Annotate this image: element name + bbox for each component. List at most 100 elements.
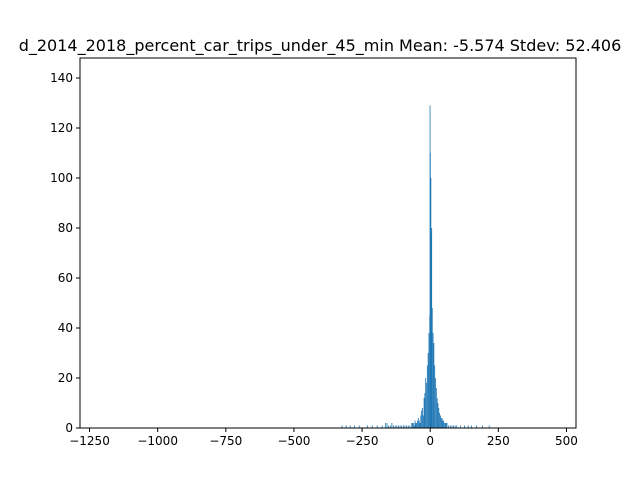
histogram-bar xyxy=(414,420,416,428)
histogram-bar xyxy=(411,423,413,428)
y-tick-label: 40 xyxy=(58,321,73,335)
y-tick-label: 140 xyxy=(50,71,73,85)
histogram-bar xyxy=(437,403,439,428)
histogram-bar xyxy=(434,365,436,428)
y-tick-label: 80 xyxy=(58,221,73,235)
x-tick-label: −750 xyxy=(209,434,242,448)
histogram-bar xyxy=(353,425,355,428)
chart-title: d_2014_2018_percent_car_trips_under_45_m… xyxy=(19,36,622,56)
histogram-bar xyxy=(463,425,465,428)
histogram-bar xyxy=(467,425,469,428)
histogram-bar xyxy=(427,353,429,428)
histogram-bar xyxy=(453,425,454,428)
histogram-bar xyxy=(384,423,386,428)
histogram-bar xyxy=(393,425,394,428)
histogram-bar xyxy=(481,425,483,428)
histogram-bar xyxy=(396,425,398,428)
histogram-bar xyxy=(448,425,450,428)
histogram-bar xyxy=(475,425,477,428)
histogram-bar xyxy=(371,425,373,428)
histogram-bar xyxy=(425,378,427,428)
histogram-bar xyxy=(386,423,388,428)
histogram-bar xyxy=(451,425,453,428)
histogram-bar xyxy=(416,423,418,428)
histogram-bar xyxy=(430,178,432,428)
histogram-bar xyxy=(424,393,426,428)
histogram-bar xyxy=(349,425,351,428)
histogram-bar xyxy=(446,423,448,428)
histogram-bar xyxy=(471,425,472,428)
plot-area-frame xyxy=(79,57,577,429)
histogram-bar xyxy=(404,425,406,428)
histogram-bar xyxy=(419,423,421,428)
x-tick-label: 250 xyxy=(487,434,510,448)
histogram-bar xyxy=(381,425,383,428)
histogram-bar xyxy=(413,425,415,428)
histogram-bar xyxy=(358,425,360,428)
histogram-bar xyxy=(439,413,441,428)
histogram-bar xyxy=(423,398,425,428)
histogram-bar xyxy=(435,388,437,428)
histogram-bar xyxy=(376,425,378,428)
x-tick-label: −1250 xyxy=(69,434,110,448)
histogram-bar xyxy=(454,425,456,428)
y-tick-label: 60 xyxy=(58,271,73,285)
histogram-bar xyxy=(406,425,408,428)
histogram-bar xyxy=(418,420,420,428)
histogram-bar xyxy=(394,425,396,428)
y-tick-label: 0 xyxy=(65,421,73,435)
x-tick-label: 0 xyxy=(426,434,434,448)
histogram-bar xyxy=(460,425,461,428)
histogram-bar xyxy=(433,343,435,428)
histogram-bar xyxy=(399,425,401,428)
histogram-bars xyxy=(341,105,490,428)
histogram-bar xyxy=(426,383,427,428)
histogram-bar xyxy=(441,418,443,428)
histogram-bar xyxy=(444,423,446,428)
histogram-bar xyxy=(415,423,417,428)
histogram-bar xyxy=(398,425,399,428)
histogram-bar xyxy=(444,423,445,428)
histogram-bar xyxy=(429,153,431,428)
histogram-bar xyxy=(443,420,445,428)
histogram-bar xyxy=(449,425,451,428)
histogram-bar xyxy=(402,425,404,428)
x-tick-label: −250 xyxy=(346,434,379,448)
histogram-bar xyxy=(389,425,391,428)
histogram-bar xyxy=(436,398,438,428)
histogram-bar xyxy=(442,420,444,428)
histogram-bar xyxy=(417,418,419,428)
histogram-bar xyxy=(388,425,390,428)
histogram-bar xyxy=(409,425,411,428)
x-tick-label: −500 xyxy=(277,434,310,448)
histogram-bar xyxy=(407,425,409,428)
histogram-bar xyxy=(401,425,403,428)
histogram-bar xyxy=(435,378,436,428)
histogram-bar xyxy=(422,415,424,428)
histogram-bar xyxy=(391,423,393,428)
y-tick-label: 20 xyxy=(58,371,73,385)
histogram-bar xyxy=(431,308,433,428)
histogram-bar xyxy=(345,425,347,428)
histogram-bar xyxy=(420,415,422,428)
histogram-bar xyxy=(421,410,423,428)
histogram-bar xyxy=(413,423,414,428)
y-tick-label: 100 xyxy=(50,171,73,185)
x-axis-ticks: −1250 −1000 −750 −500 −250 0 250 500 xyxy=(69,428,578,448)
histogram-bar xyxy=(488,425,490,428)
histogram-bar xyxy=(426,365,428,428)
histogram-bar xyxy=(456,425,458,428)
histogram-bar xyxy=(341,425,343,428)
histogram-bar xyxy=(366,425,368,428)
histogram-bar xyxy=(431,228,433,428)
histogram-bar xyxy=(417,420,418,428)
histogram-bar xyxy=(438,408,440,428)
histogram-bar xyxy=(428,333,430,428)
x-tick-label: −1000 xyxy=(137,434,178,448)
histogram-bar xyxy=(440,415,441,428)
histogram-bar xyxy=(412,423,414,428)
y-axis-ticks: 0 20 40 60 80 100 120 140 xyxy=(50,71,80,435)
histogram-bar xyxy=(432,333,434,428)
histogram-bar xyxy=(440,418,442,428)
